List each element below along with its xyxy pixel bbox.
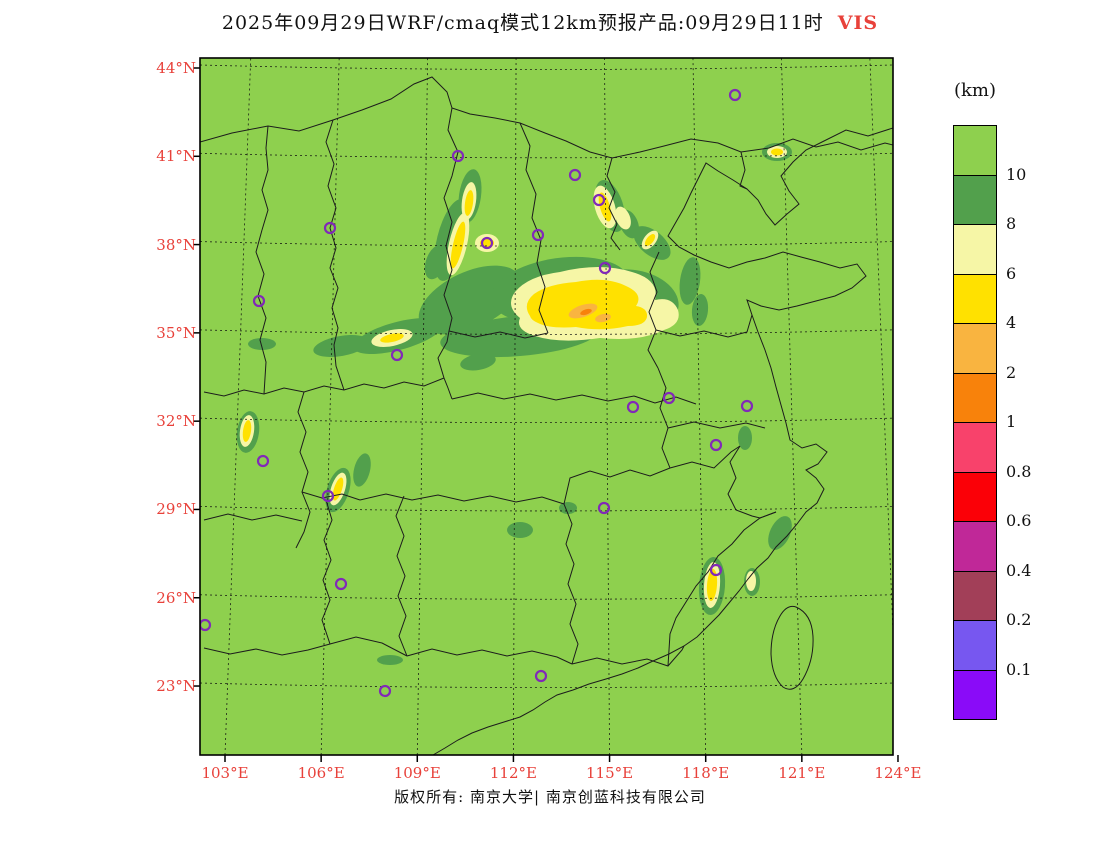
- station-marker: [597, 501, 611, 515]
- map-land-background: [200, 58, 893, 755]
- meridian-gridline: [781, 58, 803, 755]
- colorbar-label: 6: [1006, 263, 1017, 283]
- station-marker: [598, 261, 612, 275]
- lat-tick-label: 32°N: [156, 412, 196, 431]
- map-frame: [199, 57, 894, 756]
- lon-tick-label: 106°E: [297, 764, 345, 782]
- lon-tick-label: 112°E: [489, 764, 537, 782]
- station-marker: [378, 684, 392, 698]
- visibility-band-1-2km: [580, 308, 592, 316]
- colorbar-cell: [953, 620, 997, 671]
- meridian-gridline: [320, 58, 340, 755]
- station-marker: [200, 618, 212, 632]
- station-marker: [709, 563, 723, 577]
- meridian-gridline: [692, 58, 707, 755]
- station-marker: [568, 168, 582, 182]
- lon-tick-label: 103°E: [201, 764, 249, 782]
- parallel-gridline: [200, 329, 893, 335]
- lon-tick-label: 124°E: [874, 764, 922, 782]
- station-marker: [451, 149, 465, 163]
- colorbar-label: 2: [1006, 362, 1017, 382]
- colorbar-cell: [953, 174, 997, 225]
- station-marker: [323, 221, 337, 235]
- station-marker: [662, 391, 676, 405]
- station-marker: [709, 438, 723, 452]
- station-marker: [321, 489, 335, 503]
- parallel-gridline: [200, 506, 893, 512]
- colorbar-label: 4: [1006, 313, 1017, 332]
- axis-ticks: [193, 67, 899, 762]
- meridian-gridline: [224, 58, 252, 755]
- lat-tick-label: 41°N: [156, 147, 196, 166]
- station-markers: [200, 88, 754, 698]
- station-marker: [728, 88, 742, 102]
- station-marker: [334, 577, 348, 591]
- colorbar-label: 0.4: [1006, 560, 1032, 580]
- colorbar-cell: [953, 323, 997, 374]
- parallel-gridline: [200, 152, 893, 159]
- station-marker: [740, 399, 754, 413]
- colorbar-label: 8: [1006, 214, 1017, 233]
- meridian-gridline: [416, 58, 429, 755]
- parallel-gridline: [200, 64, 893, 70]
- lon-tick-label: 121°E: [778, 764, 826, 782]
- lat-tick-label: 29°N: [156, 500, 196, 519]
- station-marker: [256, 454, 270, 468]
- colorbar-label: 1: [1006, 412, 1017, 431]
- colorbar-cell: [953, 471, 997, 522]
- colorbar-cell: [953, 273, 997, 324]
- graticule-grid: [200, 58, 893, 755]
- lon-tick-label: 115°E: [586, 764, 634, 782]
- station-marker: [390, 348, 404, 362]
- lon-tick-label: 118°E: [682, 764, 730, 782]
- lat-tick-label: 26°N: [156, 588, 196, 607]
- colorbar-cell: [953, 570, 997, 621]
- colorbar-label: 0.1: [1006, 659, 1032, 679]
- colorbar: [953, 125, 997, 720]
- lat-tick-label: 44°N: [156, 59, 196, 77]
- lat-tick-label: 23°N: [156, 677, 196, 696]
- station-marker: [626, 400, 640, 414]
- colorbar-cell: [953, 521, 997, 572]
- lat-tick-label: 35°N: [156, 323, 196, 342]
- parallel-gridline: [200, 417, 893, 424]
- meridian-gridline: [604, 58, 610, 755]
- meridian-gridline: [513, 58, 517, 755]
- province-boundaries: [200, 76, 893, 755]
- page-title: 2025年09月29日WRF/cmaq模式12km预报产品:09月29日11时 V…: [0, 8, 1100, 35]
- colorbar-label: 10: [1006, 164, 1027, 184]
- colorbar-label: 0.6: [1006, 511, 1032, 530]
- station-marker: [252, 294, 266, 308]
- colorbar-label: 0.2: [1006, 610, 1032, 629]
- parallel-gridline: [200, 594, 893, 600]
- colorbar-cell: [953, 125, 997, 176]
- title-text: 2025年09月29日WRF/cmaq模式12km预报产品:09月29日11时: [221, 12, 824, 34]
- copyright-footer: 版权所有: 南京大学| 南京创蓝科技有限公司: [394, 788, 706, 806]
- station-marker: [534, 669, 548, 683]
- colorbar-cell: [953, 669, 997, 720]
- colorbar-unit: (km): [953, 80, 997, 101]
- parallel-gridline: [200, 241, 893, 247]
- colorbar-cell: [953, 224, 997, 275]
- station-marker: [531, 228, 545, 242]
- lat-tick-label: 38°N: [156, 235, 196, 254]
- colorbar-label: 0.8: [1006, 461, 1032, 481]
- parallel-gridline: [200, 682, 893, 688]
- meridian-gridline: [869, 58, 893, 642]
- lon-tick-label: 109°E: [393, 764, 441, 782]
- station-marker: [480, 236, 494, 250]
- station-marker: [592, 193, 606, 207]
- colorbar-cell: [953, 372, 997, 423]
- title-variable: VIS: [837, 12, 879, 34]
- colorbar-cell: [953, 422, 997, 473]
